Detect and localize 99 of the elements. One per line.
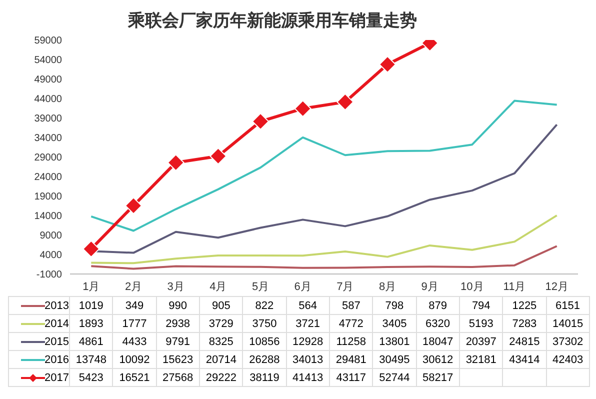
- point: [379, 56, 396, 73]
- data-label: 20714: [199, 350, 243, 368]
- data-label: 6151: [546, 296, 590, 314]
- point: [82, 240, 100, 258]
- data-label: 24815: [502, 332, 546, 350]
- data-label: 4433: [112, 332, 156, 350]
- line-series: [90, 245, 558, 270]
- point: [125, 197, 142, 214]
- x-tick-label: 2月: [124, 280, 142, 293]
- x-tick-label: 12月: [545, 280, 568, 293]
- y-tick-label: 39000: [34, 114, 62, 125]
- data-label: 29481: [329, 350, 373, 368]
- y-tick-label: 9000: [40, 230, 62, 242]
- data-label: 3721: [286, 314, 330, 332]
- y-tick-label: 29000: [34, 152, 62, 164]
- data-label: 30495: [372, 350, 416, 368]
- data-label: 564: [286, 296, 330, 314]
- y-tick-label: 19000: [34, 192, 62, 203]
- y-tick-label: -1000: [36, 270, 62, 281]
- data-label: 43117: [329, 368, 373, 386]
- data-label: 349: [112, 296, 156, 314]
- legend-label: 2013: [44, 300, 69, 312]
- data-label: 2938: [156, 314, 200, 332]
- data-label: 3750: [242, 314, 286, 332]
- line-series: [90, 214, 558, 264]
- point: [210, 148, 227, 165]
- data-label: 3729: [199, 314, 243, 332]
- legend-label: 2017: [44, 372, 69, 384]
- data-label: 3405: [372, 314, 416, 332]
- x-tick-label: 9月: [421, 280, 438, 293]
- y-tick-label: 59000: [34, 36, 62, 47]
- data-label: 11258: [329, 332, 373, 350]
- data-label: 798: [372, 296, 416, 314]
- y-tick-label: 24000: [34, 172, 62, 184]
- data-label: 794: [459, 296, 503, 314]
- data-label: 26288: [242, 350, 286, 368]
- data-label: 34013: [286, 350, 330, 368]
- data-label: 58217: [416, 368, 460, 386]
- y-tick-label: 54000: [34, 55, 62, 66]
- data-label: 879: [416, 296, 460, 314]
- data-label: 18047: [416, 332, 460, 350]
- data-label: 29222: [199, 368, 243, 386]
- data-label: 41413: [286, 368, 330, 386]
- data-label: 822: [242, 296, 286, 314]
- x-tick-label: 5月: [252, 280, 270, 293]
- data-label: 30612: [416, 350, 460, 368]
- data-label: 9791: [156, 332, 200, 350]
- data-label: 1225: [502, 296, 546, 314]
- data-label: 15623: [156, 350, 200, 368]
- point: [252, 112, 269, 130]
- x-tick-label: 10月: [460, 280, 484, 293]
- data-label: 13748: [70, 350, 113, 368]
- chart-title: 乘联会厂家历年新能源乘用车销量走势: [126, 10, 418, 33]
- data-label: 38119: [242, 368, 286, 386]
- data-label: 10856: [242, 332, 286, 350]
- y-tick-label: 44000: [34, 94, 62, 106]
- data-label: 8325: [199, 332, 243, 350]
- legend-label: 2014: [44, 318, 69, 330]
- point: [294, 100, 312, 118]
- legend-label: 2015: [44, 336, 69, 348]
- data-label: 1777: [112, 314, 156, 332]
- data-label: 32181: [459, 350, 503, 368]
- data-label: 13801: [372, 332, 416, 350]
- data-label: 14015: [546, 314, 590, 332]
- data-label: 5423: [70, 368, 113, 386]
- x-tick-label: 6月: [294, 280, 312, 293]
- data-label: 10092: [112, 350, 156, 368]
- data-label: 6320: [416, 314, 460, 332]
- data-label: 52744: [372, 368, 416, 386]
- x-tick-label: 7月: [336, 280, 354, 293]
- data-label: 20397: [459, 332, 503, 350]
- data-label: 4772: [329, 314, 373, 332]
- data-label: 42403: [546, 350, 590, 368]
- x-tick-label: 8月: [378, 280, 396, 293]
- data-label: 16521: [112, 368, 156, 386]
- point: [336, 93, 354, 110]
- data-label: 1893: [70, 314, 113, 332]
- data-label: 990: [156, 296, 200, 314]
- data-label: 4861: [70, 332, 113, 350]
- data-label: 5193: [459, 314, 503, 332]
- x-tick-label: 11月: [503, 280, 526, 293]
- y-tick-label: 49000: [34, 74, 62, 86]
- line-series: [90, 100, 558, 232]
- data-label: 27568: [156, 368, 200, 386]
- y-tick-label: 14000: [34, 211, 62, 222]
- data-label: 43414: [502, 350, 546, 368]
- y-tick-label: 34000: [34, 133, 62, 144]
- data-label: 37302: [546, 332, 590, 350]
- x-tick-label: 4月: [210, 280, 227, 293]
- y-tick-label: 4000: [40, 250, 62, 262]
- x-tick-label: 1月: [82, 280, 100, 293]
- legend-label: 2016: [44, 354, 69, 366]
- data-label: 905: [199, 296, 243, 314]
- data-label: 7283: [502, 314, 546, 332]
- data-label: 587: [329, 296, 373, 314]
- point: [167, 154, 184, 172]
- data-label: 12928: [286, 332, 330, 350]
- x-tick-label: 3月: [167, 280, 184, 293]
- data-label: 1019: [70, 296, 113, 314]
